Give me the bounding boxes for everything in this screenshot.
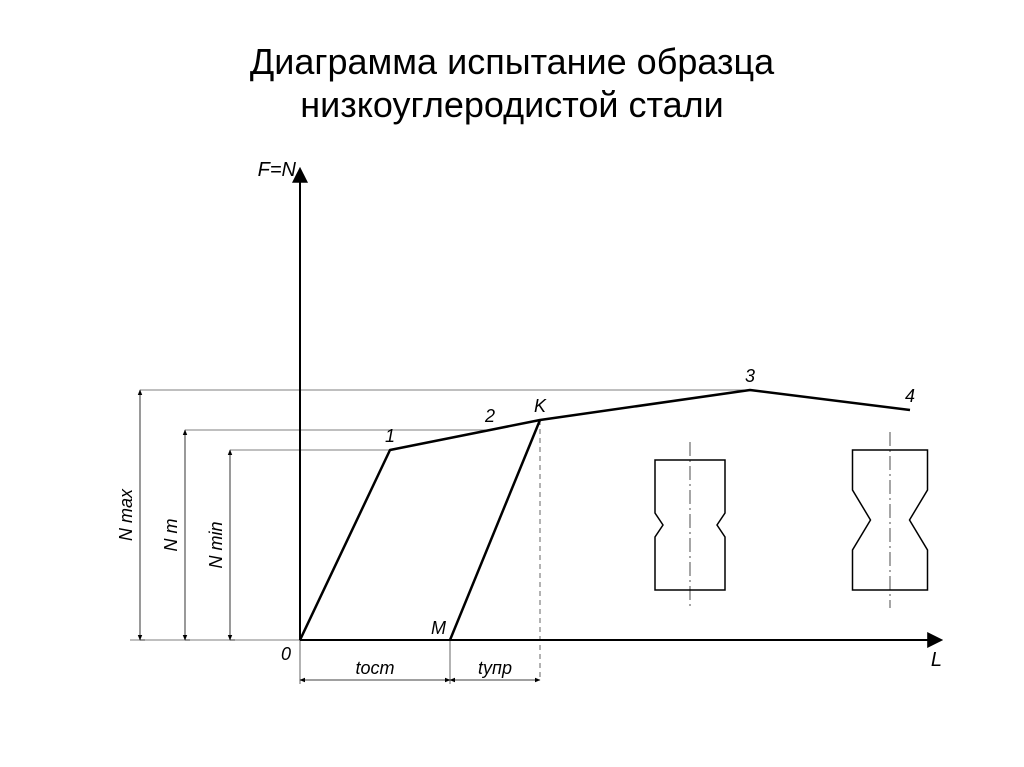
svg-text:M: M: [431, 618, 446, 638]
stress-strain-diagram: F=N L 0 1 2 K 3 4 M N max N m N min tост tупр: [80, 150, 960, 730]
svg-text:K: K: [534, 396, 547, 416]
svg-text:2: 2: [484, 406, 495, 426]
title-line1: Диаграмма испытание образца: [250, 41, 774, 82]
svg-text:F=N: F=N: [258, 159, 297, 181]
svg-text:L: L: [931, 649, 942, 671]
title-line2: низкоуглеродистой стали: [300, 84, 723, 125]
page-title: Диаграмма испытание образца низкоуглерод…: [0, 0, 1024, 126]
svg-text:0: 0: [281, 644, 291, 664]
svg-text:3: 3: [745, 366, 755, 386]
svg-text:4: 4: [905, 386, 915, 406]
svg-text:1: 1: [385, 426, 395, 446]
svg-text:N max: N max: [116, 488, 136, 541]
svg-text:tост: tост: [355, 658, 394, 678]
svg-text:N min: N min: [206, 521, 226, 568]
svg-text:N m: N m: [161, 519, 181, 552]
svg-text:tупр: tупр: [478, 658, 512, 678]
diagram-container: F=N L 0 1 2 K 3 4 M N max N m N min tост tупр: [80, 150, 960, 730]
